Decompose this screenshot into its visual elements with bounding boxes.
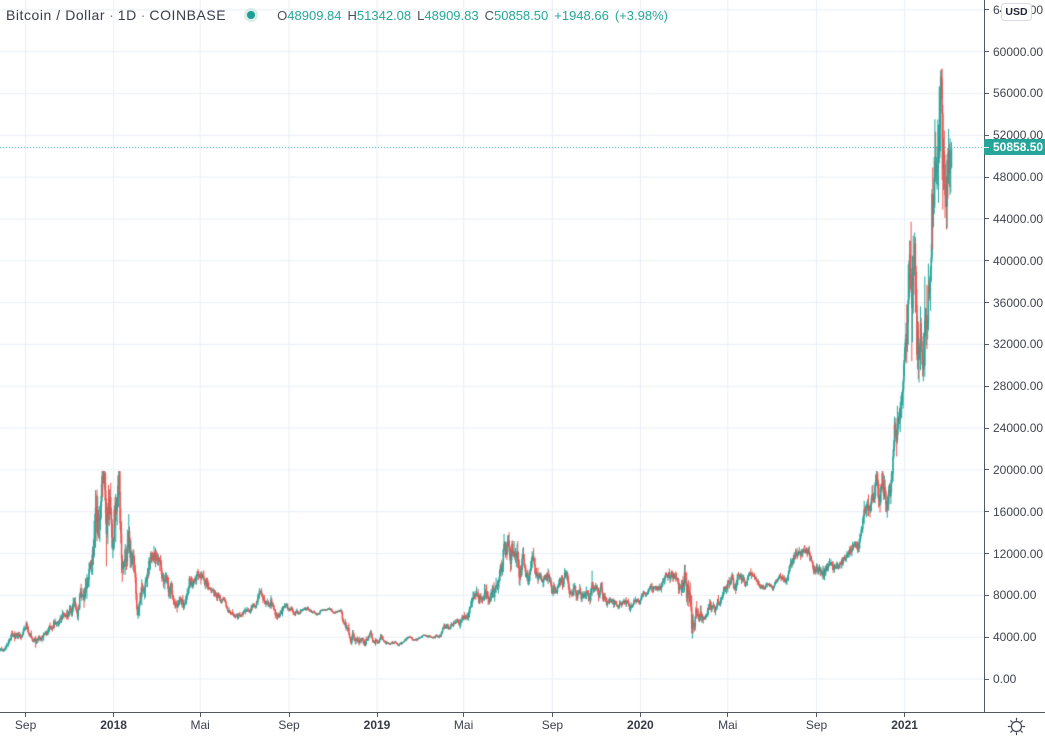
price-tick-label: 56000.00 — [993, 86, 1044, 101]
price-tick — [985, 427, 989, 429]
price-tick — [985, 385, 989, 387]
price-badge-tick — [984, 146, 989, 148]
price-tick — [985, 594, 989, 596]
open-value: 48909.84 — [287, 7, 342, 23]
high-key: H — [347, 7, 357, 23]
price-tick-label: 0.00 — [993, 672, 1017, 686]
symbol-title[interactable]: Bitcoin / Dollar — [6, 7, 106, 23]
price-tick — [985, 678, 989, 680]
price-scale[interactable]: 0.00 4000.00 8000.00 12000.00 16000.00 20000.… — [984, 0, 1045, 712]
low-value: 48909.83 — [424, 7, 479, 23]
time-tick-label: 2018 — [100, 718, 127, 732]
currency-button[interactable]: USD — [1001, 3, 1032, 21]
price-tick — [985, 51, 989, 53]
time-tick — [463, 713, 465, 717]
price-tick-label: 28000.00 — [993, 379, 1044, 394]
price-tick — [985, 553, 989, 554]
time-axis-settings-button[interactable] — [1006, 716, 1027, 737]
high-value: 51342.08 — [356, 7, 412, 23]
legend-separator: · — [109, 7, 114, 23]
last-price-label: 50858.50 — [993, 140, 1044, 155]
price-tick — [985, 260, 989, 262]
price-tick — [985, 343, 989, 345]
price-tick — [985, 218, 989, 220]
change-value: +1948.66 — [554, 7, 609, 23]
time-tick-label: Mai — [190, 718, 210, 732]
market-status-icon[interactable] — [244, 8, 259, 22]
exchange-label[interactable]: COINBASE — [149, 7, 227, 23]
close-key: C — [484, 7, 495, 23]
time-tick — [551, 713, 553, 717]
change-percent: (+3.98%) — [614, 7, 668, 23]
price-tick — [985, 469, 989, 471]
time-tick-label: Mai — [453, 718, 474, 732]
price-tick — [985, 176, 989, 178]
time-scale[interactable]: Sep 2018 Mai Sep 2019 Mai Sep 2020 Mai Sep 2021 — [0, 712, 1045, 738]
price-tick — [985, 134, 989, 136]
time-tick-label: Sep — [541, 718, 564, 732]
price-tick-label: 60000.00 — [993, 44, 1044, 59]
legend-separator: · — [140, 7, 146, 23]
candlestick-chart-canvas[interactable] — [0, 0, 984, 712]
time-tick — [376, 713, 378, 717]
price-tick-label: 40000.00 — [993, 253, 1044, 268]
price-tick-label: 52000.00 — [993, 128, 1044, 143]
price-tick — [985, 302, 989, 304]
time-tick-label: Sep — [278, 718, 300, 732]
low-key: L — [417, 7, 425, 23]
open-key: O — [277, 7, 288, 23]
price-tick-label: 12000.00 — [993, 546, 1044, 561]
price-tick-label: 36000.00 — [993, 295, 1044, 310]
time-tick — [288, 713, 290, 717]
price-tick-label: 24000.00 — [993, 421, 1044, 435]
time-tick-label: Sep — [14, 718, 37, 732]
price-tick-label: 32000.00 — [993, 337, 1044, 352]
time-tick-label: Sep — [805, 718, 828, 732]
price-tick-label: 20000.00 — [993, 462, 1044, 477]
time-tick-label: 2020 — [627, 718, 654, 732]
time-tick — [904, 713, 906, 717]
interval-label[interactable]: 1D — [117, 7, 137, 23]
price-tick-label: 48000.00 — [993, 170, 1044, 185]
close-value: 50858.50 — [494, 7, 549, 23]
time-tick — [25, 713, 27, 717]
time-tick — [727, 713, 729, 717]
time-tick-label: Mai — [718, 718, 738, 732]
price-tick-label: 44000.00 — [993, 211, 1044, 226]
gear-icon — [1007, 717, 1026, 736]
price-tick — [985, 9, 989, 11]
price-tick-label: 16000.00 — [993, 504, 1044, 519]
time-tick — [816, 713, 817, 717]
price-tick — [985, 511, 989, 513]
price-tick-label: 8000.00 — [993, 588, 1037, 603]
time-tick — [639, 713, 641, 717]
time-tick-label: 2021 — [891, 718, 918, 732]
price-tick — [985, 92, 989, 94]
currency-button-label: USD — [1005, 6, 1028, 18]
price-tick — [985, 636, 989, 638]
ohlc-values: O48909.84 H51342.08 L48909.83 C50858.50 … — [277, 8, 674, 23]
time-tick-label: 2019 — [363, 718, 391, 732]
chart-legend: Bitcoin / Dollar · 1D · COINBASE O48909.… — [6, 5, 674, 25]
time-tick — [113, 713, 115, 717]
time-tick — [199, 713, 201, 717]
last-price-badge: 50858.50 — [984, 139, 1045, 156]
price-tick-label: 4000.00 — [993, 630, 1037, 645]
